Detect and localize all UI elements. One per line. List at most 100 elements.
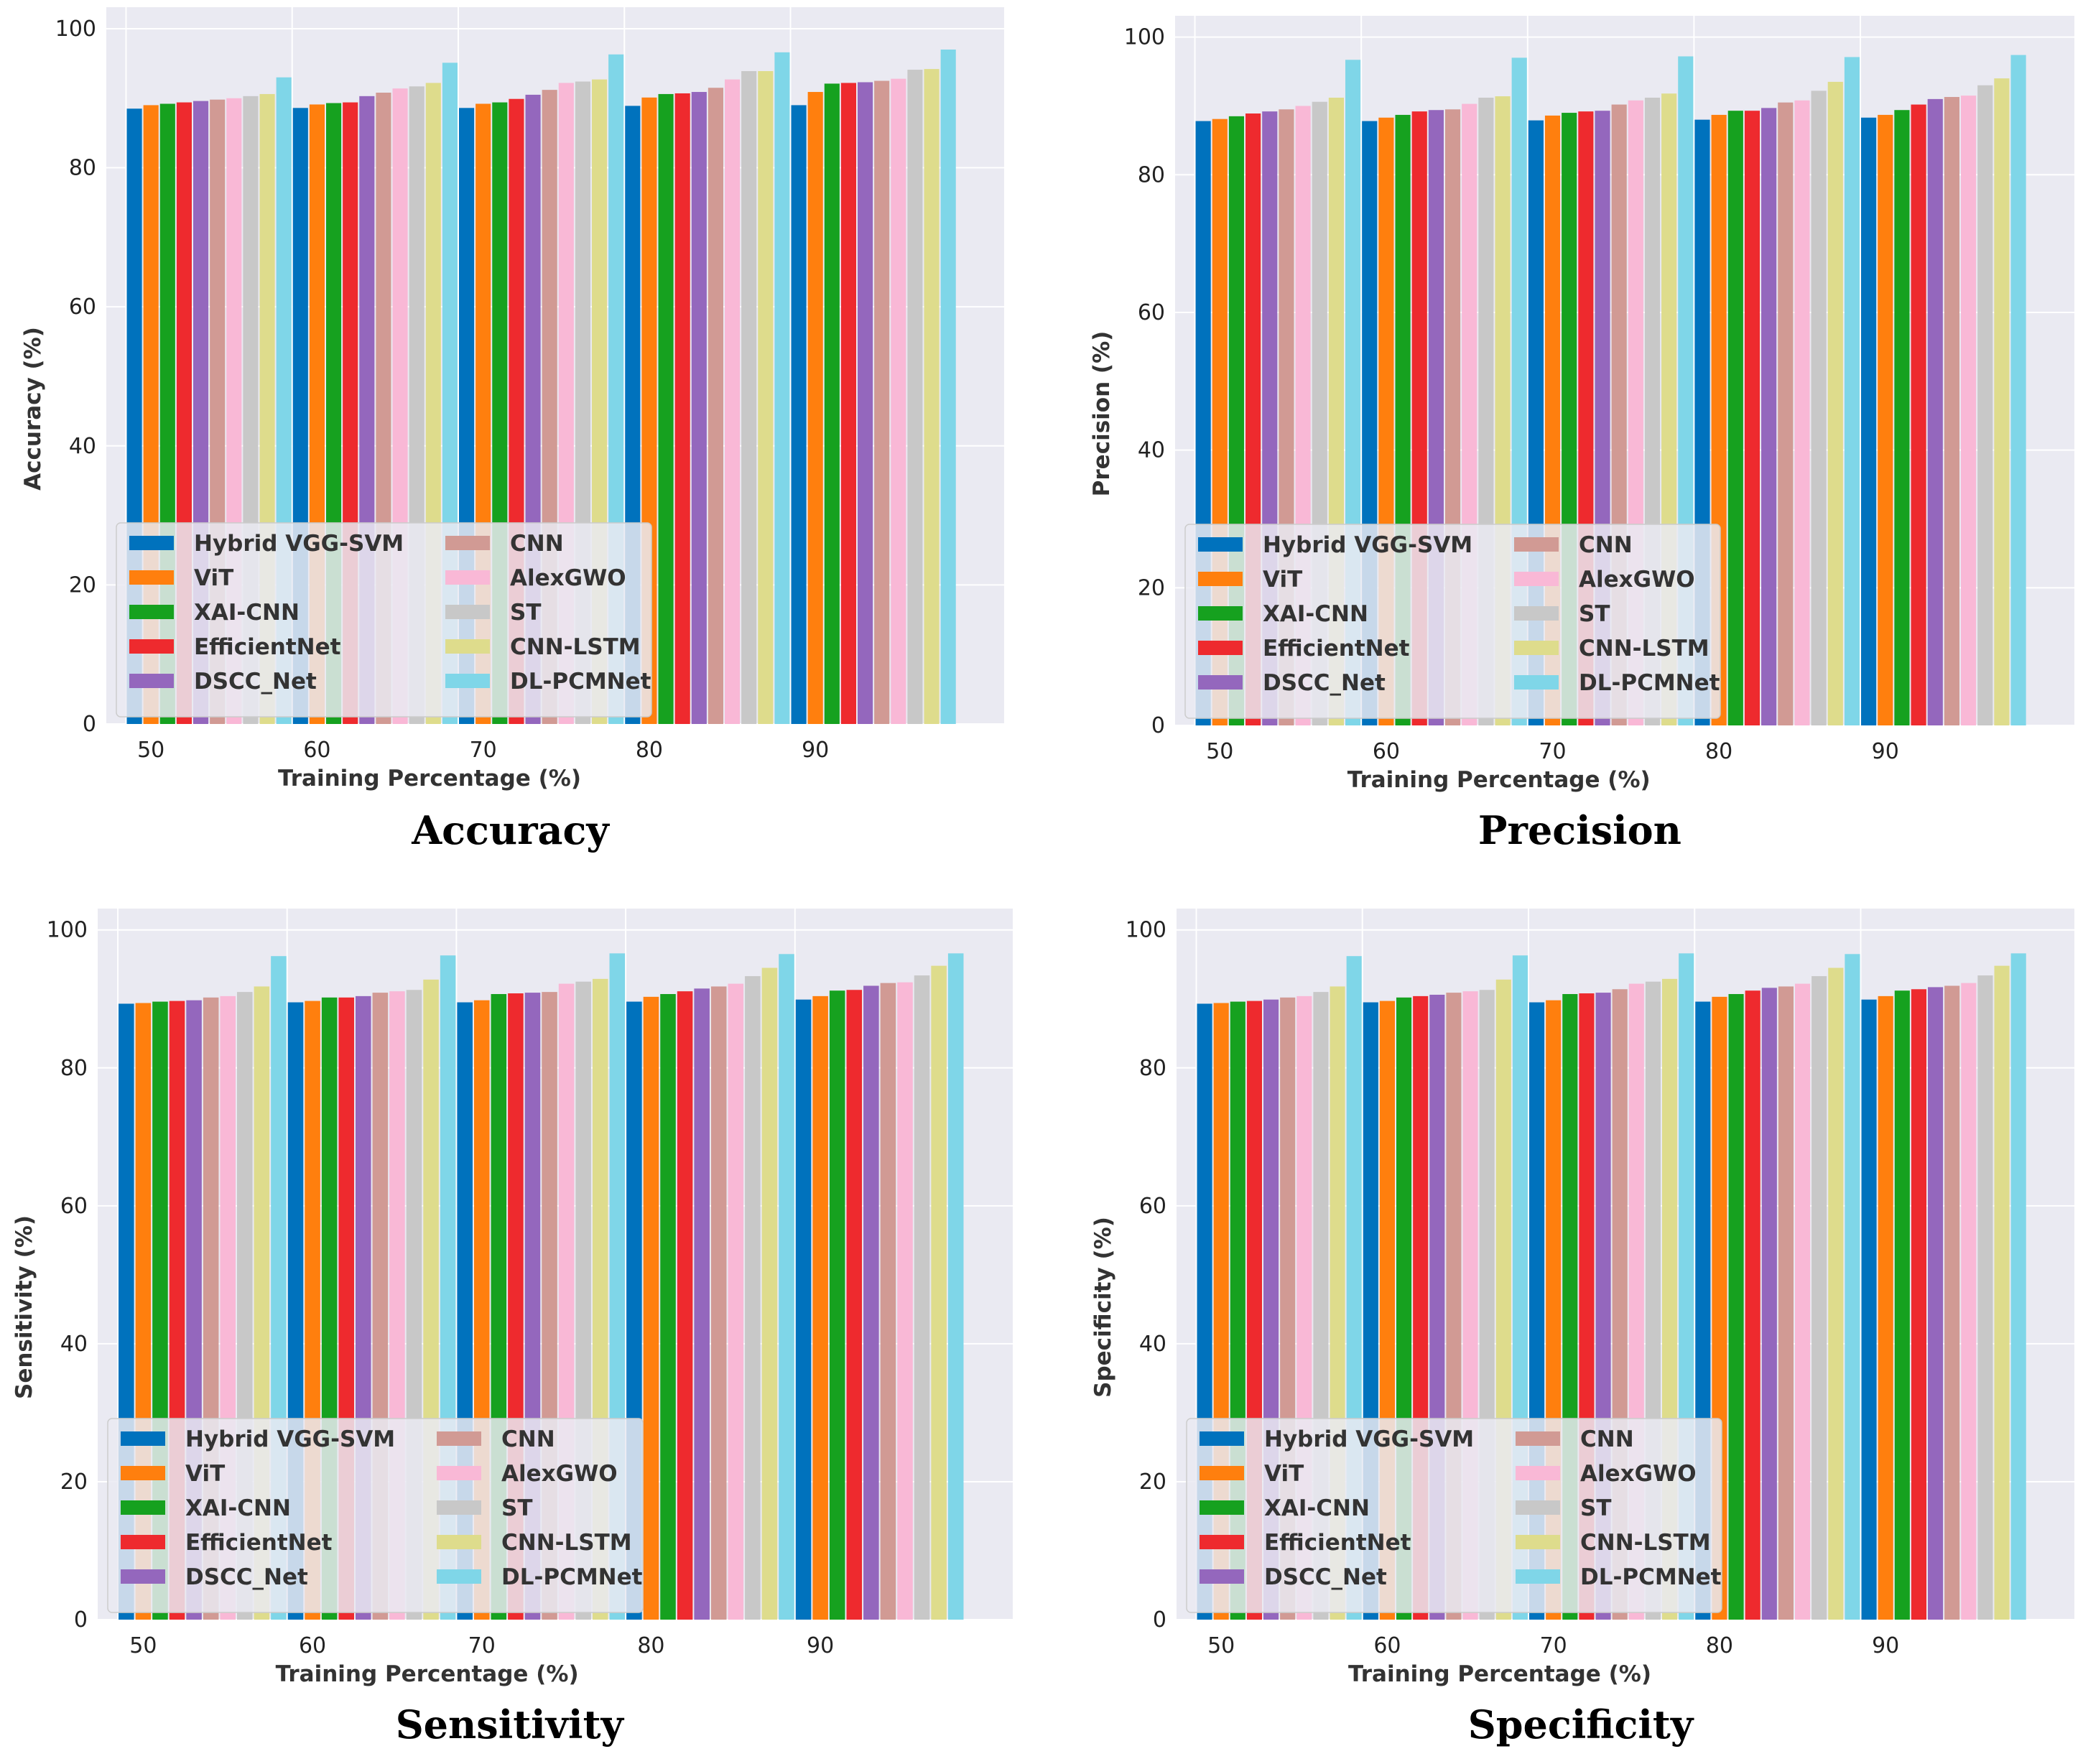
legend-swatch (1198, 572, 1243, 586)
bar (858, 82, 873, 725)
bar (891, 78, 906, 724)
legend-label: EfficientNet (194, 634, 341, 660)
bar (1977, 975, 1993, 1620)
legend-label: DL-PCMNet (1579, 670, 1720, 696)
bar (1844, 57, 1860, 726)
legend-label: DL-PCMNet (1580, 1564, 1722, 1590)
legend-item: Hybrid VGG-SVM (121, 1426, 395, 1452)
panel-caption: Accuracy (411, 807, 610, 853)
legend-label: XAI-CNN (194, 600, 300, 626)
bar (807, 92, 823, 725)
legend-item: ViT (1198, 567, 1302, 593)
bar (1728, 994, 1744, 1620)
bar (708, 88, 723, 724)
bar (947, 953, 964, 1620)
y-tick-label: 80 (60, 1056, 88, 1081)
legend-label: ST (510, 600, 541, 626)
y-tick-label: 60 (69, 294, 96, 320)
legend-label: CNN (510, 531, 564, 557)
bar (1795, 983, 1811, 1620)
x-tick-label: 80 (1705, 739, 1732, 764)
legend-swatch (445, 536, 490, 550)
legend-swatch (1516, 1535, 1560, 1549)
bar (1845, 954, 1860, 1620)
y-tick-label: 0 (1151, 713, 1165, 738)
legend-label: CNN (501, 1426, 555, 1452)
bar (1794, 100, 1810, 726)
legend-item: EfficientNet (1198, 636, 1410, 662)
legend-label: XAI-CNN (1263, 601, 1368, 627)
bar (924, 69, 940, 725)
legend-item: EfficientNet (121, 1530, 333, 1556)
y-tick-label: 40 (1139, 1332, 1166, 1357)
legend-label: DSCC_Net (1264, 1564, 1387, 1590)
legend-swatch (1516, 1466, 1560, 1480)
legend-item: CNN (437, 1426, 555, 1452)
bar (1778, 102, 1794, 725)
bar (907, 70, 923, 724)
bar (940, 49, 956, 724)
y-axis-label: Precision (%) (1089, 331, 1115, 497)
bar (1811, 976, 1827, 1620)
legend-item: AlexGWO (445, 565, 626, 591)
legend-label: ST (501, 1495, 532, 1521)
x-tick-label: 50 (137, 738, 164, 763)
chart-accuracy: 0 20 40 60 80 100 50 60 70 80 90 Training Percentag… (20, 7, 1004, 853)
bar (1828, 967, 1844, 1620)
y-tick-label: 100 (1126, 918, 1166, 943)
legend-swatch (1200, 1569, 1244, 1584)
bar (1960, 96, 1977, 726)
bar (728, 983, 744, 1620)
bar (674, 93, 690, 724)
bar (691, 92, 707, 725)
bar (791, 105, 807, 724)
legend-swatch (1200, 1431, 1244, 1446)
legend-swatch (1514, 641, 1559, 655)
bar (1861, 999, 1877, 1620)
legend-swatch (1514, 675, 1559, 690)
legend-item: DSCC_Net (1200, 1564, 1387, 1590)
legend-label: CNN-LSTM (1580, 1530, 1711, 1556)
bar (643, 996, 659, 1620)
x-tick-label: 80 (1706, 1633, 1733, 1658)
legend: Hybrid VGG-SVM ViT XAI-CNN EfficientNet DSCC… (1186, 1418, 1722, 1613)
x-tick-label: 50 (129, 1633, 157, 1658)
bar (710, 986, 727, 1620)
legend-item: ST (437, 1495, 532, 1521)
x-tick-label: 70 (1539, 739, 1566, 764)
bar (829, 990, 845, 1620)
y-tick-label: 100 (47, 918, 88, 943)
legend-item: AlexGWO (1514, 567, 1695, 593)
legend-label: ViT (1263, 567, 1302, 593)
chart-precision: 0 20 40 60 80 100 50 60 70 80 90 Training Percentag… (1089, 16, 2074, 853)
legend-frame (107, 1418, 644, 1613)
legend-label: DSCC_Net (1263, 670, 1386, 696)
legend-swatch (1514, 606, 1559, 621)
legend-swatch (445, 570, 490, 585)
bar (1761, 108, 1777, 725)
legend-item: DL-PCMNet (1516, 1564, 1722, 1590)
bar (1827, 81, 1843, 725)
bar (1977, 85, 1993, 725)
legend-item: ViT (1200, 1461, 1304, 1487)
legend: Hybrid VGG-SVM ViT XAI-CNN EfficientNet DSCC… (1184, 524, 1721, 719)
legend-label: ViT (185, 1461, 225, 1487)
bar (1761, 988, 1777, 1620)
legend-swatch (121, 1466, 165, 1480)
bar (1961, 983, 1977, 1620)
legend-swatch (437, 1569, 481, 1584)
y-tick-label: 0 (74, 1607, 88, 1633)
legend-swatch (1200, 1535, 1244, 1549)
legend-swatch (1198, 641, 1243, 655)
legend-swatch (129, 536, 174, 550)
legend-item: DL-PCMNet (445, 669, 651, 695)
chart-sensitivity: 0 20 40 60 80 100 50 60 70 80 90 Training Percentag… (11, 909, 1013, 1747)
legend-item: DSCC_Net (129, 669, 317, 695)
bar (1811, 90, 1827, 725)
bar (1778, 986, 1794, 1620)
y-tick-label: 20 (1139, 1470, 1166, 1495)
bar (863, 985, 879, 1620)
bar (840, 83, 856, 725)
x-tick-label: 80 (637, 1633, 664, 1658)
y-tick-label: 0 (1153, 1607, 1166, 1633)
